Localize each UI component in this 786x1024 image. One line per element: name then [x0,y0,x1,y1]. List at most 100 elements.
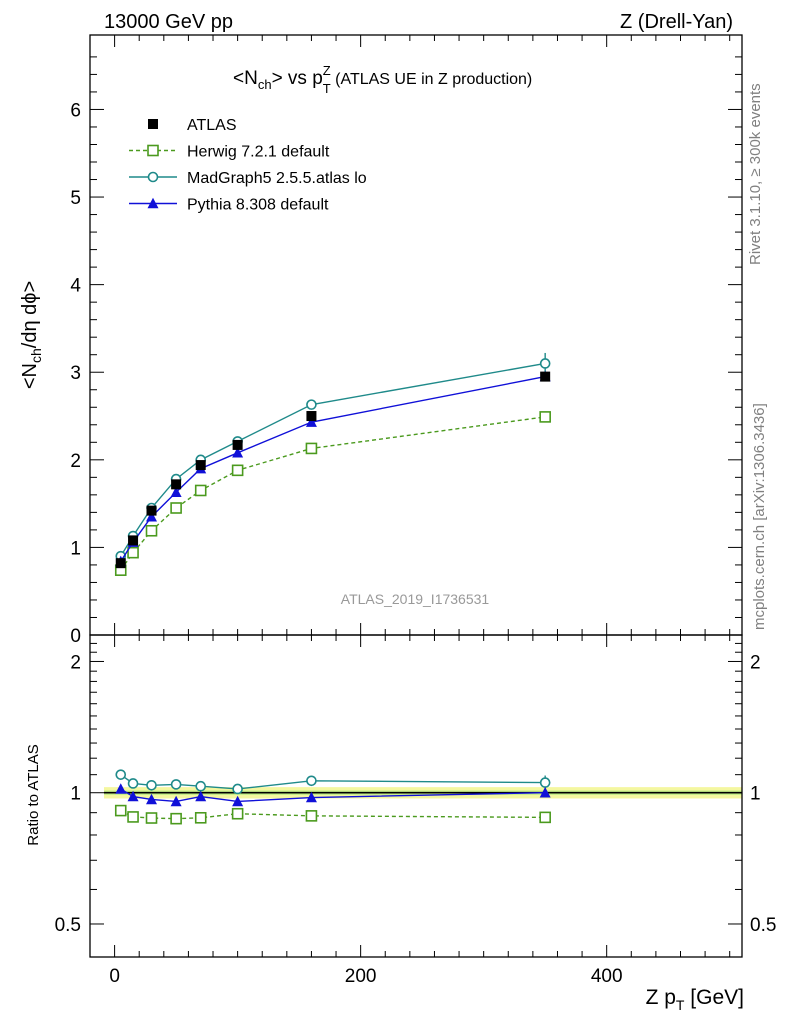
ratio-y-tick-label-left: 1 [70,784,81,805]
rivet-version-label: Rivet 3.1.10, ≥ 300k events [747,83,764,265]
ratio-y-tick-label-right: 2 [750,652,761,673]
data-point [306,399,317,410]
data-point [539,811,551,824]
ylabel-sub: ch [28,348,44,363]
data-point [170,486,182,497]
data-point [127,811,139,823]
data-point [194,484,207,497]
title-sub2: T [323,81,331,96]
data-point [127,790,139,802]
title-mid: > vs p [272,68,323,89]
data-point [305,442,318,455]
data-point [171,479,182,490]
title-sup: Z [323,63,331,78]
data-point [231,807,244,820]
data-point [195,780,207,792]
data-point [195,790,207,802]
y-axis-title-main: <Nch/dη dϕ> [19,281,44,389]
analysis-watermark: ATLAS_2019_I1736531 [341,591,490,607]
data-point [170,779,182,790]
data-point [539,358,551,369]
data-point [147,144,159,157]
data-point [305,416,317,427]
data-point [232,783,243,795]
data-point [146,779,157,791]
ratio-y-tick-label-left: 2 [70,652,81,673]
xlabel-prefix: Z p [646,986,676,1009]
y-tick-label: 5 [70,188,81,209]
data-point [195,460,206,471]
data-point [115,783,127,794]
data-point [305,810,318,822]
legend-label: Herwig 7.2.1 default [187,144,330,161]
y-axis-title-ratio: Ratio to ATLAS [25,744,42,845]
data-point [231,464,244,477]
main-panel: 0 1 2 3 4 5 6 [70,34,743,647]
x-tick-label: 200 [345,966,377,987]
ylabel-prefix: <N [19,363,41,389]
data-point [147,171,159,183]
x-tick-label: 400 [591,966,623,987]
y-tick-label: 0 [70,626,81,647]
legend-label: ATLAS [187,117,237,134]
legend-label: MadGraph5 2.5.5.atlas lo [187,170,367,187]
title-sub1: ch [258,77,272,92]
series-line [120,774,546,790]
data-point [115,769,127,780]
legend: ATLAS Herwig 7.2.1 default MadGraph5 2.5.5… [129,117,367,214]
data-point [539,786,551,798]
y-tick-label: 6 [70,100,81,121]
mcplots-label: mcplots.cern.ch [arXiv:1306.3436] [751,403,768,630]
data-point [232,795,244,807]
data-point [146,793,158,805]
xlabel-suffix: [GeV] [684,986,744,1009]
series-line [120,362,546,557]
data-point [170,502,182,514]
y-tick-label: 4 [70,276,81,297]
title-prefix: <N [233,68,258,89]
y-tick-label: 1 [70,538,81,559]
ratio-y-tick-label-left: 0.5 [55,915,81,936]
y-tick-label: 2 [70,451,81,472]
data-point [170,795,182,807]
data-point [232,447,244,458]
data-point [146,505,157,516]
data-point [145,812,158,824]
ratio-y-tick-label-right: 1 [750,784,761,805]
data-point [146,511,158,522]
data-point [539,411,551,423]
series-line [120,416,546,571]
data-point [114,804,127,817]
x-tick-label: 0 [109,966,120,987]
data-point [127,778,139,789]
legend-label: Pythia 8.308 default [187,197,329,214]
series-line [120,375,546,562]
data-point [127,546,139,559]
ratio-panel: 0 200 400 0.5 0.5 1 1 2 2 [55,634,776,987]
title-suffix: (ATLAS UE in Z production) [331,71,533,88]
ratio-frame [89,634,743,958]
data-point [170,812,182,825]
data-point [305,791,317,803]
data-point [148,119,158,129]
data-point [539,777,551,788]
ylabel-suffix: /dη dϕ> [19,281,41,348]
data-point [145,524,158,537]
header-energy-label: 13000 GeV pp [104,11,233,33]
plot-title: <Nch> vs pZ T (ATLAS UE in Z production) [233,63,532,96]
header-process-label: Z (Drell-Yan) [620,11,733,33]
data-point [194,811,207,824]
data-point [232,439,243,450]
data-point [128,535,139,546]
series-line [120,809,546,820]
y-tick-label: 3 [70,363,81,384]
data-point [306,775,317,787]
data-point [540,371,551,382]
x-axis-title: Z pT [GeV] [646,986,744,1013]
data-point [306,411,317,422]
xlabel-sub: T [676,997,685,1013]
data-point [115,558,126,569]
ratio-y-tick-label-right: 0.5 [750,915,776,936]
data-point [147,197,159,209]
